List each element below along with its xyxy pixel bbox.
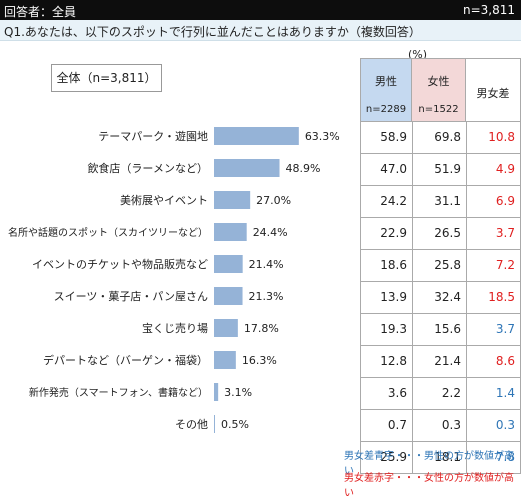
diff-value: 0.3 (495, 418, 515, 432)
diff-value: 3.7 (495, 322, 515, 336)
bar-value-label: 0.5% (221, 418, 249, 431)
diff-header: 男女差 (466, 58, 521, 122)
question-bar: Q1.あなたは、以下のスポットで行列に並んだことはありますか（複数回答） (0, 20, 521, 41)
table-row: 24.2 31.1 6.9 (360, 186, 521, 218)
bar-value-label: 21.4% (249, 258, 284, 271)
respondent-bar: 回答者：全員 n=3,811 (0, 0, 521, 20)
female-value: 32.4 (413, 282, 467, 313)
table-row: 3.6 2.2 1.4 (360, 378, 521, 410)
category-label: その他 (175, 418, 208, 431)
diff-value: 7.2 (495, 258, 515, 272)
category-label: 宝くじ売り場 (142, 321, 208, 335)
category-label: 名所や話題のスポット（スカイツリーなど） (8, 226, 208, 239)
male-value: 25.9 (361, 442, 413, 473)
male-value: 58.9 (361, 122, 413, 153)
table-row: 25.9 18.1 7.8 (360, 442, 521, 474)
male-value: 12.8 (361, 346, 413, 377)
category-label: 美術展やイベント (120, 194, 208, 207)
male-header: 男性 n=2289 (360, 58, 412, 122)
female-value: 0.3 (413, 410, 467, 441)
diff-value: 10.8 (488, 130, 515, 144)
category-label: イベントのチケットや物品販売など (32, 257, 208, 271)
category-label: 飲食店（ラーメンなど） (87, 161, 208, 175)
male-value: 24.2 (361, 186, 413, 217)
table-row: 12.8 21.4 8.6 (360, 346, 521, 378)
female-value: 26.5 (413, 218, 467, 249)
bar-value-label: 27.0% (256, 194, 291, 207)
bar-value-label: 48.9% (286, 162, 321, 175)
female-header-label: 女性 (427, 75, 450, 88)
bar (214, 319, 238, 337)
category-label: 新作発売（スマートフォン、書籍など） (29, 386, 208, 399)
bar-value-label: 17.8% (244, 322, 279, 335)
table-row: 47.0 51.9 4.9 (360, 154, 521, 186)
diff-value: 4.9 (495, 162, 515, 176)
table-row: 18.6 25.8 7.2 (360, 250, 521, 282)
question-text: Q1.あなたは、以下のスポットで行列に並んだことはありますか（複数回答） (4, 25, 421, 39)
table-row: 19.3 15.6 3.7 (360, 314, 521, 346)
bar-chart: テーマパーク・遊園地 63.3% 飲食店（ラーメンなど） 48.9% 美術展やイベント 2… (8, 127, 340, 433)
table-row: 0.7 0.3 0.3 (360, 410, 521, 442)
bar (214, 223, 247, 241)
gender-table: 男性 n=2289 女性 n=1522 男女差 58.9 69.8 10.8 47.0… (360, 58, 521, 474)
bar (214, 287, 243, 305)
bar (214, 127, 299, 145)
female-value: 51.9 (413, 154, 467, 185)
male-value: 22.9 (361, 218, 413, 249)
bar-value-label: 24.4% (253, 226, 288, 239)
female-value: 69.8 (413, 122, 467, 153)
category-label: デパートなど（バーゲン・福袋） (43, 353, 208, 367)
male-value: 18.6 (361, 250, 413, 281)
bar (214, 159, 280, 177)
male-header-label: 男性 (375, 75, 397, 88)
diff-header-label: 男女差 (476, 87, 510, 100)
diff-value: 6.9 (495, 194, 515, 208)
bar-value-label: 16.3% (242, 354, 277, 367)
category-label: スイーツ・菓子店・パン屋さん (54, 289, 208, 303)
female-value: 31.1 (413, 186, 467, 217)
male-n-label: n=2289 (365, 104, 407, 115)
male-value: 47.0 (361, 154, 413, 185)
category-label: テーマパーク・遊園地 (98, 129, 208, 143)
bar-value-label: 3.1% (224, 386, 252, 399)
legend-red: 男女差赤字・・・女性の方が数値が高い (344, 473, 514, 499)
diff-value: 8.6 (495, 354, 515, 368)
diff-value: 18.5 (488, 290, 515, 304)
female-value: 15.6 (413, 314, 467, 345)
female-value: 25.8 (413, 250, 467, 281)
total-box: 全体（n=3,811） (51, 64, 162, 92)
bar (214, 415, 215, 433)
male-value: 13.9 (361, 282, 413, 313)
bar-value-label: 63.3% (305, 130, 340, 143)
male-value: 0.7 (361, 410, 413, 441)
bar-value-label: 21.3% (249, 290, 284, 303)
male-value: 3.6 (361, 378, 413, 409)
female-header: 女性 n=1522 (412, 58, 466, 122)
diff-value: 1.4 (495, 386, 515, 400)
male-value: 19.3 (361, 314, 413, 345)
bar (214, 351, 236, 369)
female-value: 21.4 (413, 346, 467, 377)
bar (214, 383, 219, 401)
diff-value: 3.7 (495, 226, 515, 240)
table-row: 58.9 69.8 10.8 (360, 122, 521, 154)
female-value: 18.1 (413, 442, 467, 473)
diff-value: 7.8 (495, 450, 515, 464)
total-n-label: n=3,811 (462, 3, 515, 17)
female-value: 2.2 (413, 378, 467, 409)
respondent-label: 回答者：全員 (4, 5, 77, 19)
table-row: 22.9 26.5 3.7 (360, 218, 521, 250)
table-row: 13.9 32.4 18.5 (360, 282, 521, 314)
legend-blue: 男女差青字・・・男性の方が数値が高い (344, 451, 514, 477)
female-n-label: n=1522 (418, 104, 459, 115)
bar (214, 255, 243, 273)
bar (214, 191, 251, 209)
unit-label: (%) (408, 48, 428, 61)
